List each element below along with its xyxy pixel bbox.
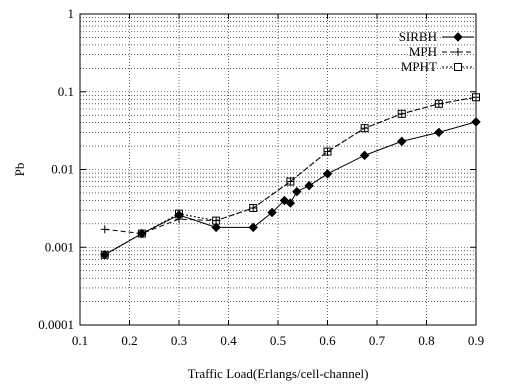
legend-marker-mph <box>454 48 462 56</box>
data-point-mph <box>286 177 295 186</box>
data-point-mph <box>360 124 369 133</box>
x-tick-label: 0.4 <box>220 333 237 348</box>
data-point-mph <box>249 203 258 212</box>
data-point-sirbh <box>267 207 277 218</box>
data-point-mph <box>434 99 443 108</box>
legend-label-mpht: MPHT <box>401 59 437 74</box>
x-tick-label: 0.1 <box>72 333 88 348</box>
y-tick-label: 0.0001 <box>38 317 74 332</box>
legend-marker-sirbh <box>453 32 463 42</box>
y-tick-label: 0.01 <box>51 162 74 177</box>
series-layer <box>100 93 481 260</box>
x-tick-label: 0.7 <box>369 333 386 348</box>
x-tick-label: 0.3 <box>171 333 187 348</box>
data-point-sirbh <box>397 136 407 147</box>
data-point-mph <box>323 147 332 156</box>
series-line-sirbh <box>104 121 477 256</box>
data-point-sirbh <box>292 186 302 197</box>
tick-labels: 0.1 0.2 0.3 0.4 0.5 0.6 0.7 0.8 0.9 0.0001 0.001 0.… <box>38 6 484 348</box>
x-tick-label: 0.2 <box>121 333 137 348</box>
data-point-mph <box>397 109 406 118</box>
data-point-sirbh <box>100 250 110 260</box>
data-point-sirbh <box>211 222 221 233</box>
y-axis-label: Pb <box>12 163 27 177</box>
data-point-sirbh <box>434 127 444 138</box>
series-mpht <box>100 93 480 259</box>
series-line-mph <box>104 96 477 235</box>
data-point-sirbh <box>137 228 147 239</box>
data-point-sirbh <box>285 198 296 208</box>
data-point-sirbh <box>304 180 314 191</box>
y-tick-label: 1 <box>68 6 75 21</box>
series-sirbh <box>100 117 481 260</box>
x-tick-label: 0.5 <box>270 333 286 348</box>
legend-label-sirbh: SIRBH <box>399 29 437 44</box>
data-point-mph <box>100 225 109 234</box>
series-line-mpht <box>104 96 477 256</box>
legend-label-mph: MPH <box>409 44 437 59</box>
x-axis-label: Traffic Load(Erlangs/cell-channel) <box>188 366 369 381</box>
data-point-sirbh <box>359 150 370 161</box>
data-point-sirbh <box>248 222 258 233</box>
legend-marker-mpht <box>454 63 462 71</box>
x-tick-label: 0.6 <box>319 333 336 348</box>
x-tick-label: 0.8 <box>418 333 434 348</box>
x-tick-label: 0.9 <box>468 333 484 348</box>
data-point-sirbh <box>174 210 184 220</box>
y-tick-label: 0.1 <box>58 84 74 99</box>
y-tick-label: 0.001 <box>45 239 74 254</box>
data-point-sirbh <box>322 169 333 179</box>
